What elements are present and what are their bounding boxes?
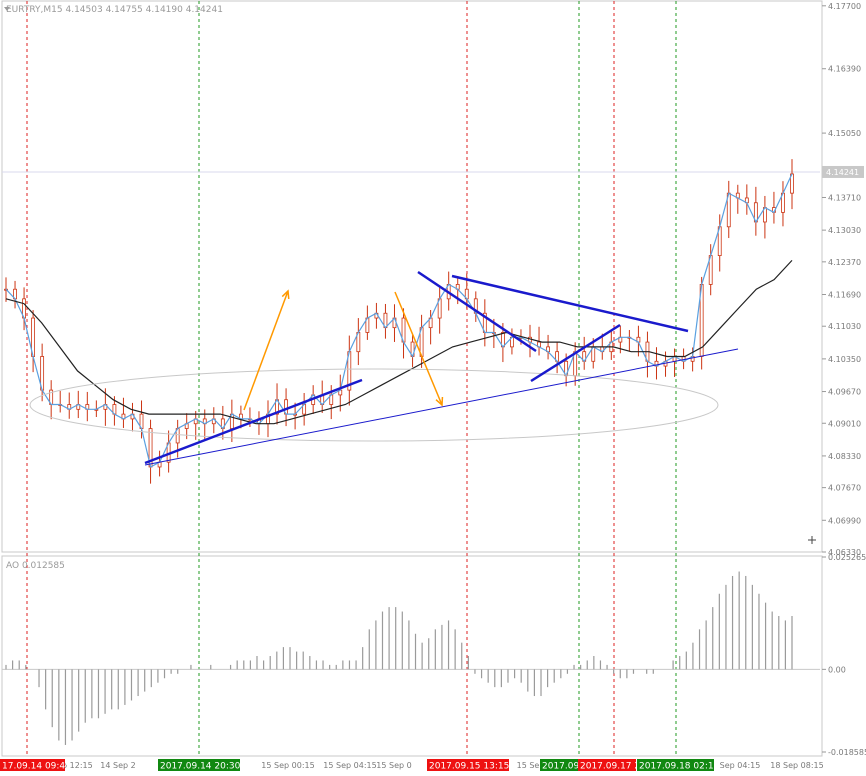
marker-date-label: 2017.09.18 02:15: [639, 762, 719, 772]
ao-y-tick-label: 0.025265: [828, 553, 866, 562]
symbol-dropdown-icon[interactable]: [4, 7, 10, 11]
arrow-down-head: [435, 396, 444, 407]
current-price-tag: [822, 165, 864, 178]
price-y-tick-label: 4.09010: [828, 419, 861, 428]
marker-date-tag: [637, 759, 714, 771]
arrow-up: [243, 290, 289, 411]
trendline-support: [144, 348, 739, 466]
moving-average-line: [5, 259, 793, 425]
marker-date-tag: [0, 759, 65, 771]
marker-date-tag: [158, 759, 240, 771]
crosshair-icon[interactable]: [808, 536, 816, 544]
ao-header: AO 0.012585: [6, 561, 65, 571]
marker-date-label: 2017.09.17 2: [580, 762, 640, 772]
trendline-upper: [451, 274, 689, 333]
price-y-tick-label: 4.06990: [828, 516, 861, 525]
arrow-down: [394, 291, 443, 406]
x-tick-label: 14 Sep 2: [100, 761, 135, 770]
x-tick-label: 15 Sep 04:15: [323, 761, 376, 770]
price-y-tick-label: 4.09670: [828, 388, 861, 397]
price-y-tick-label: 4.15050: [828, 129, 861, 138]
marker-date-label: 2017.09.15 13:15: [429, 762, 509, 772]
price-y-tick-label: 4.17700: [828, 2, 861, 11]
annotations: [29, 270, 739, 466]
price-y-tick-label: 4.13710: [828, 193, 861, 202]
x-tick-label: 15 Sep 0: [376, 761, 411, 770]
ao-panel-frame: [1, 555, 823, 757]
ao-plot: [2, 571, 820, 745]
marker-date-tag: [578, 759, 636, 771]
marker-date-tag: [427, 759, 509, 771]
marker-date-tag: [540, 759, 578, 771]
x-tick-label: 15 Sep 00:15: [261, 761, 314, 770]
ellipse-annotation: [29, 368, 719, 442]
price-y-tick-label: 4.11030: [828, 322, 861, 331]
x-tick-label: 15 Se: [517, 761, 540, 770]
arrow-up-head: [281, 289, 290, 300]
price-y-tick-label: 4.11690: [828, 291, 861, 300]
price-y-tick-label: 4.08330: [828, 452, 861, 461]
price-y-tick-label: 4.12370: [828, 258, 861, 267]
trendline-falling: [417, 270, 537, 353]
marker-date-label: 17.09.14 09:45: [2, 762, 71, 772]
x-tick-label: Sep 04:15: [720, 761, 761, 770]
price-y-tick-label: 4.07670: [828, 484, 861, 493]
ao-y-tick-label: -0.018585: [828, 748, 866, 757]
marker-date-label: 2017.09: [542, 762, 579, 772]
price-y-tick-label: 4.10350: [828, 355, 861, 364]
price-y-tick-label: 4.06330: [828, 548, 861, 557]
price-y-tick-label: 4.16390: [828, 65, 861, 74]
marker-date-label: 2017.09.14 20:30: [160, 762, 241, 772]
price-y-tick-label: 4.13030: [828, 226, 861, 235]
current-price-label: 4.14241: [826, 168, 859, 177]
trendline-rising: [144, 378, 363, 465]
x-tick-label: 18 Sep 08:15: [770, 761, 823, 770]
chart-header: EURTRY,M15 4.14503 4.14755 4.14190 4.142…: [6, 5, 223, 15]
x-tick-label: 14 Sep 12:15: [39, 761, 92, 770]
price-panel-frame: [1, 0, 823, 553]
ao-y-tick-label: 0.00: [828, 665, 846, 674]
trendline-lower-rising: [530, 323, 621, 383]
